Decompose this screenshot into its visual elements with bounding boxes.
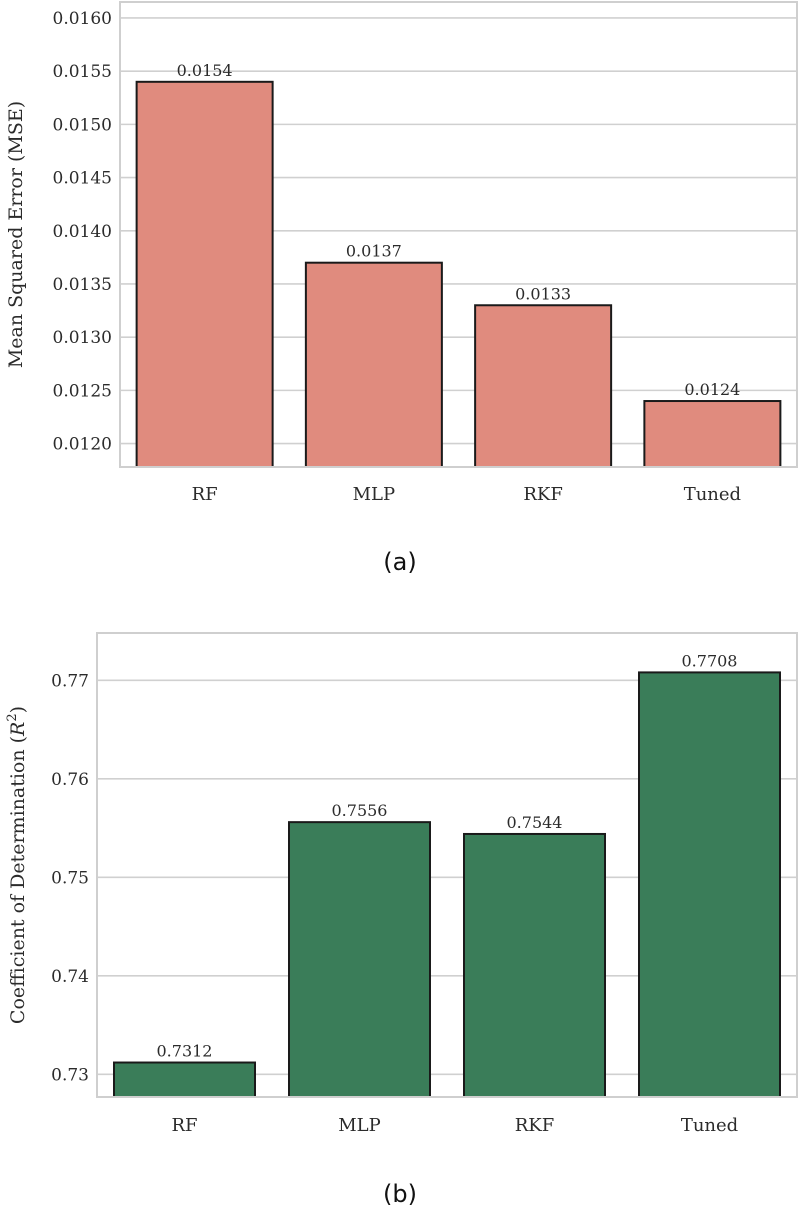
panel-b-r2-chart: 0.730.740.750.760.770.73120.75560.75440.… — [5, 632, 798, 1205]
y-tick-labels: 0.0120 0.0125 0.0130 0.0135 0.0140 0.0145 0.01… — [53, 9, 112, 455]
bar-value-label: 0.0154 — [177, 61, 233, 80]
bars: 0.7312 0.7556 0.7544 0.7708 — [113, 651, 781, 1098]
x-tick-label: MLP — [353, 484, 396, 505]
bar-rkf — [463, 832, 606, 1098]
y-axis-label-superscript: 2 — [5, 713, 20, 721]
y-tick-label: 0.0155 — [53, 62, 112, 82]
bar-value-label: 0.7544 — [507, 813, 563, 832]
y-tick-label: 0.0140 — [53, 222, 112, 242]
y-tick-label: 0.76 — [51, 770, 89, 790]
panel-a-mse-chart: 0.0120 0.0125 0.0130 0.0135 0.0140 0.0145 0.01… — [5, 1, 798, 576]
y-tick-label: 0.77 — [51, 671, 89, 691]
x-tick-label: Tuned — [684, 484, 741, 505]
y-tick-labels: 0.73 0.74 0.75 0.76 0.77 — [51, 671, 89, 1085]
x-tick-label: RF — [192, 484, 218, 505]
x-tick-label: RF — [171, 1115, 197, 1136]
y-tick-label: 0.0150 — [53, 115, 112, 135]
bar-tuned — [643, 400, 782, 469]
x-tick-label: RKF — [523, 484, 563, 505]
x-tick-label: MLP — [338, 1115, 381, 1136]
bar-rkf — [474, 304, 613, 468]
x-tick-labels: RF MLP RKF Tuned — [171, 1115, 738, 1136]
bar-value-label: 0.0124 — [684, 380, 740, 399]
bar-value-label: 0.7312 — [157, 1042, 213, 1061]
y-axis-label-close: ) — [7, 706, 29, 713]
bar-value-label: 0.7708 — [682, 651, 738, 670]
bars: 0.0154 0.0137 0.0133 0.0124 — [135, 61, 782, 469]
y-tick-label: 0.75 — [51, 868, 89, 888]
bar-rf — [113, 1061, 256, 1098]
y-tick-label: 0.0145 — [53, 169, 112, 189]
bar-tuned — [638, 671, 781, 1098]
bar-rf — [135, 80, 274, 469]
panel-caption: (b) — [383, 1180, 417, 1205]
plot-frame — [96, 632, 798, 1098]
y-tick-label: 0.0130 — [53, 328, 112, 348]
x-tick-labels: RF MLP RKF Tuned — [192, 484, 741, 505]
bar-value-label: 0.0137 — [346, 242, 402, 261]
x-tick-label: RKF — [515, 1115, 555, 1136]
y-axis-label: Coefficient of Determination (R2) — [5, 706, 29, 1024]
y-tick-label: 0.0120 — [53, 435, 112, 455]
y-tick-label: 0.0125 — [53, 381, 112, 401]
x-tick-label: Tuned — [681, 1115, 738, 1136]
bar-mlp — [288, 821, 431, 1098]
y-tick-label: 0.0135 — [53, 275, 112, 295]
plot-frame — [119, 1, 798, 468]
bar-value-label: 0.0133 — [515, 284, 571, 303]
bar-value-label: 0.7556 — [332, 801, 388, 820]
y-tick-label: 0.74 — [51, 967, 89, 987]
bar-mlp — [304, 261, 443, 468]
panel-caption: (a) — [383, 548, 416, 576]
y-tick-label: 0.0160 — [53, 9, 112, 29]
y-axis-label-symbol: R — [7, 722, 29, 737]
y-tick-label: 0.73 — [51, 1065, 89, 1085]
y-axis-label: Mean Squared Error (MSE) — [5, 101, 27, 368]
y-axis-label-text: Coefficient of Determination ( — [7, 736, 29, 1024]
